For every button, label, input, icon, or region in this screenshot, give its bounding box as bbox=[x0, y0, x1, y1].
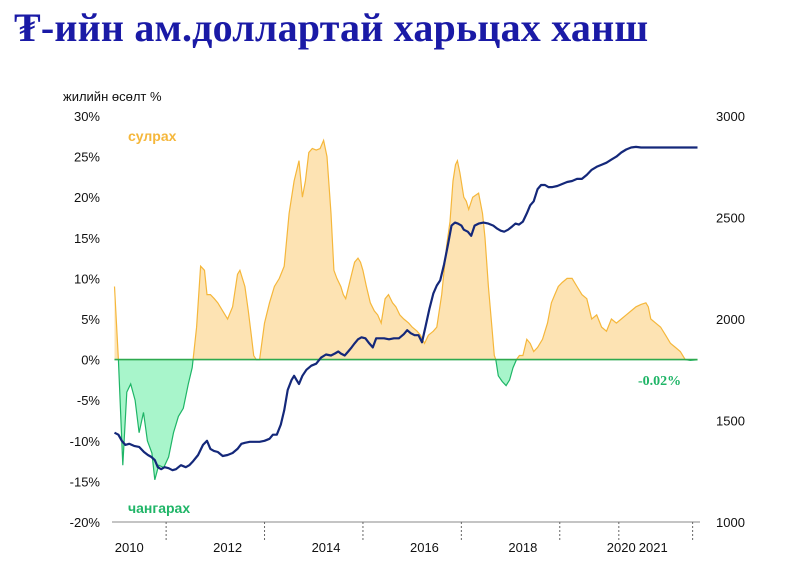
y2-tick-label: 3000 bbox=[716, 109, 745, 124]
y-tick-label: 5% bbox=[81, 312, 100, 327]
x-tick-label: 2010 bbox=[115, 540, 144, 555]
y2-tick-label: 1500 bbox=[716, 414, 745, 429]
y-tick-label: 20% bbox=[74, 190, 100, 205]
axes-group: 2010 2012 2014 2016 2018 2020 2021 30% 25% 20% 15%… bbox=[70, 109, 745, 555]
y-tick-label: -15% bbox=[70, 474, 101, 489]
last-value-label: -0.02% bbox=[638, 374, 681, 389]
y-tick-label: 25% bbox=[74, 150, 100, 165]
yoy-area-group bbox=[113, 138, 698, 480]
y-tick-label: -5% bbox=[77, 393, 101, 408]
exchange-rate-line bbox=[113, 145, 698, 472]
x-tick-label: 2021 bbox=[639, 540, 668, 555]
lines-group bbox=[113, 145, 698, 472]
weaken-area bbox=[114, 140, 698, 360]
y2-tick-label: 2000 bbox=[716, 312, 745, 327]
annotation-weaken: сулрах bbox=[128, 128, 177, 144]
x-tick-label: 2014 bbox=[312, 540, 341, 555]
y2-tick-label: 1000 bbox=[716, 515, 745, 530]
y-tick-label: 0% bbox=[81, 353, 100, 368]
x-tick-label: 2018 bbox=[508, 540, 537, 555]
y-tick-label: -20% bbox=[70, 515, 101, 530]
y-tick-label: 15% bbox=[74, 231, 100, 246]
x-tick-label: 2020 bbox=[607, 540, 636, 555]
y-tick-label: 30% bbox=[74, 109, 100, 124]
x-tick-label: 2012 bbox=[213, 540, 242, 555]
y-tick-label: -10% bbox=[70, 434, 101, 449]
y2-tick-label: 2500 bbox=[716, 211, 745, 226]
weaken-outline bbox=[113, 138, 698, 360]
y-tick-label: 10% bbox=[74, 271, 100, 286]
y-axis-label: жилийн өсөлт % bbox=[63, 89, 162, 104]
x-tick-label: 2016 bbox=[410, 540, 439, 555]
page-title: ₮-ийн ам.доллартай харьцах ханш bbox=[14, 5, 649, 50]
annotation-strengthen: чангарах bbox=[128, 500, 190, 516]
strengthen-area bbox=[118, 359, 698, 480]
